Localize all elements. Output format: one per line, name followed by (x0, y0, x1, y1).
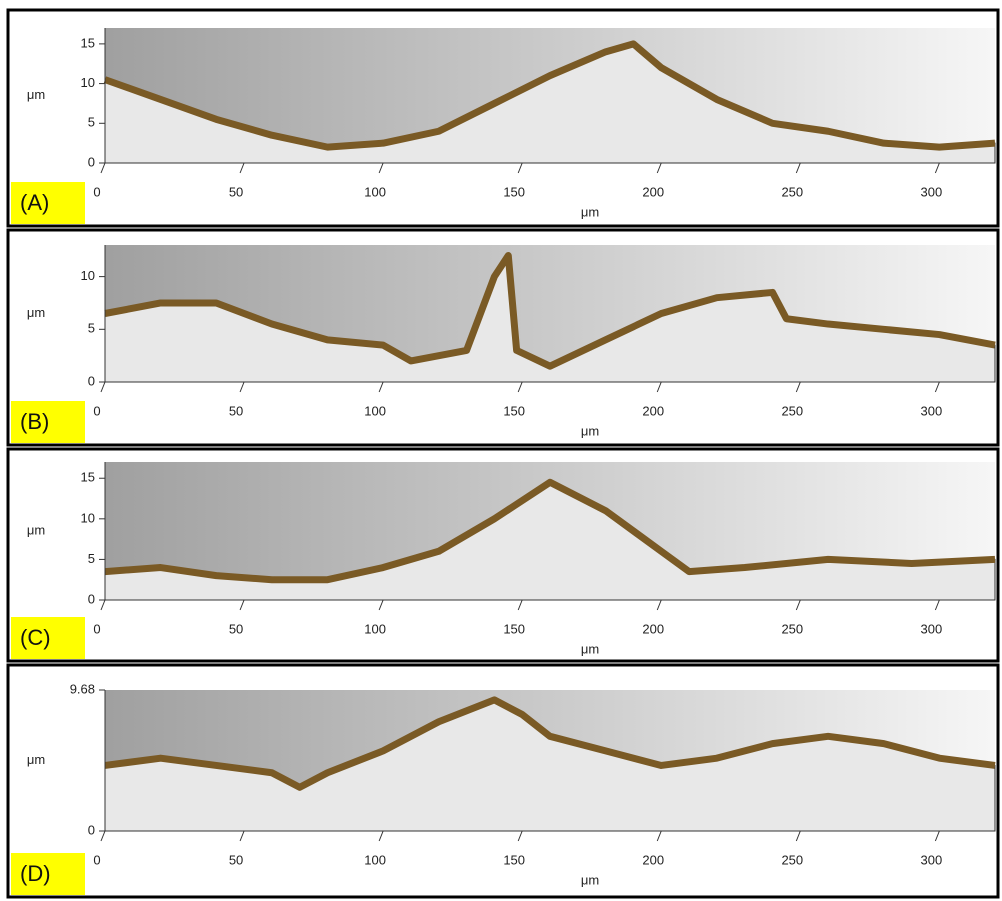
y-tick-label: 0 (88, 591, 95, 606)
x-tick-label: 100 (364, 852, 386, 867)
x-tick (796, 600, 800, 610)
panel-label: (B) (20, 409, 49, 434)
x-tick (657, 600, 661, 610)
y-tick-label: 5 (88, 551, 95, 566)
x-tick-label: 100 (364, 403, 386, 418)
x-tick-label: 250 (781, 403, 803, 418)
x-tick (101, 600, 105, 610)
panel-label: (A) (20, 190, 49, 215)
x-tick (240, 600, 244, 610)
y-tick-label: 0 (88, 154, 95, 169)
x-tick (240, 382, 244, 392)
x-tick (101, 382, 105, 392)
x-tick (518, 382, 522, 392)
x-tick-label: 0 (93, 184, 100, 199)
x-tick (379, 382, 383, 392)
y-tick-label: 10 (81, 510, 95, 525)
x-tick (518, 831, 522, 841)
panel-label: (D) (20, 861, 51, 886)
x-tick-label: 250 (781, 184, 803, 199)
x-tick-label: 50 (229, 184, 243, 199)
x-tick-label: 0 (93, 621, 100, 636)
x-tick-label: 0 (93, 852, 100, 867)
x-tick-label: 250 (781, 852, 803, 867)
figure: 051015050100150200250300μmμm(A)051005010… (0, 0, 1002, 901)
x-tick-label: 150 (503, 621, 525, 636)
x-tick (796, 382, 800, 392)
x-tick (101, 831, 105, 841)
y-axis-label: μm (27, 752, 45, 767)
x-tick (796, 163, 800, 173)
x-tick-label: 100 (364, 621, 386, 636)
x-tick (657, 382, 661, 392)
y-tick-label: 5 (88, 321, 95, 336)
x-tick-label: 300 (921, 403, 943, 418)
x-tick (657, 831, 661, 841)
y-tick-label: 5 (88, 115, 95, 130)
y-tick-label: 0 (88, 373, 95, 388)
x-tick (379, 600, 383, 610)
y-tick-label: 10 (81, 75, 95, 90)
panel-label: (C) (20, 625, 51, 650)
x-tick-label: 50 (229, 621, 243, 636)
x-axis-label: μm (581, 204, 599, 219)
y-tick-label: 15 (81, 470, 95, 485)
x-tick (518, 600, 522, 610)
x-tick-label: 300 (921, 184, 943, 199)
x-axis-label: μm (581, 423, 599, 438)
x-tick-label: 200 (642, 852, 664, 867)
y-tick-label: 9.68 (70, 681, 95, 696)
x-tick-label: 200 (642, 184, 664, 199)
x-tick-label: 150 (503, 852, 525, 867)
y-axis-label: μm (27, 305, 45, 320)
x-tick (240, 163, 244, 173)
y-tick-label: 0 (88, 822, 95, 837)
x-tick (240, 831, 244, 841)
x-tick (518, 163, 522, 173)
x-tick (657, 163, 661, 173)
x-tick (935, 382, 939, 392)
x-tick (101, 163, 105, 173)
x-tick-label: 200 (642, 403, 664, 418)
x-tick (796, 831, 800, 841)
x-tick-label: 150 (503, 184, 525, 199)
x-tick-label: 50 (229, 852, 243, 867)
y-tick-label: 10 (81, 268, 95, 283)
x-tick-label: 250 (781, 621, 803, 636)
x-tick (935, 831, 939, 841)
page: 051015050100150200250300μmμm(A)051005010… (0, 0, 1002, 901)
x-tick (935, 600, 939, 610)
x-tick-label: 100 (364, 184, 386, 199)
x-axis-label: μm (581, 872, 599, 887)
y-axis-label: μm (27, 87, 45, 102)
x-tick-label: 300 (921, 852, 943, 867)
x-tick (935, 163, 939, 173)
y-axis-label: μm (27, 522, 45, 537)
x-tick-label: 50 (229, 403, 243, 418)
x-tick-label: 150 (503, 403, 525, 418)
x-tick-label: 200 (642, 621, 664, 636)
y-tick-label: 15 (81, 35, 95, 50)
x-axis-label: μm (581, 641, 599, 656)
x-tick-label: 300 (921, 621, 943, 636)
x-tick-label: 0 (93, 403, 100, 418)
x-tick (379, 831, 383, 841)
x-tick (379, 163, 383, 173)
